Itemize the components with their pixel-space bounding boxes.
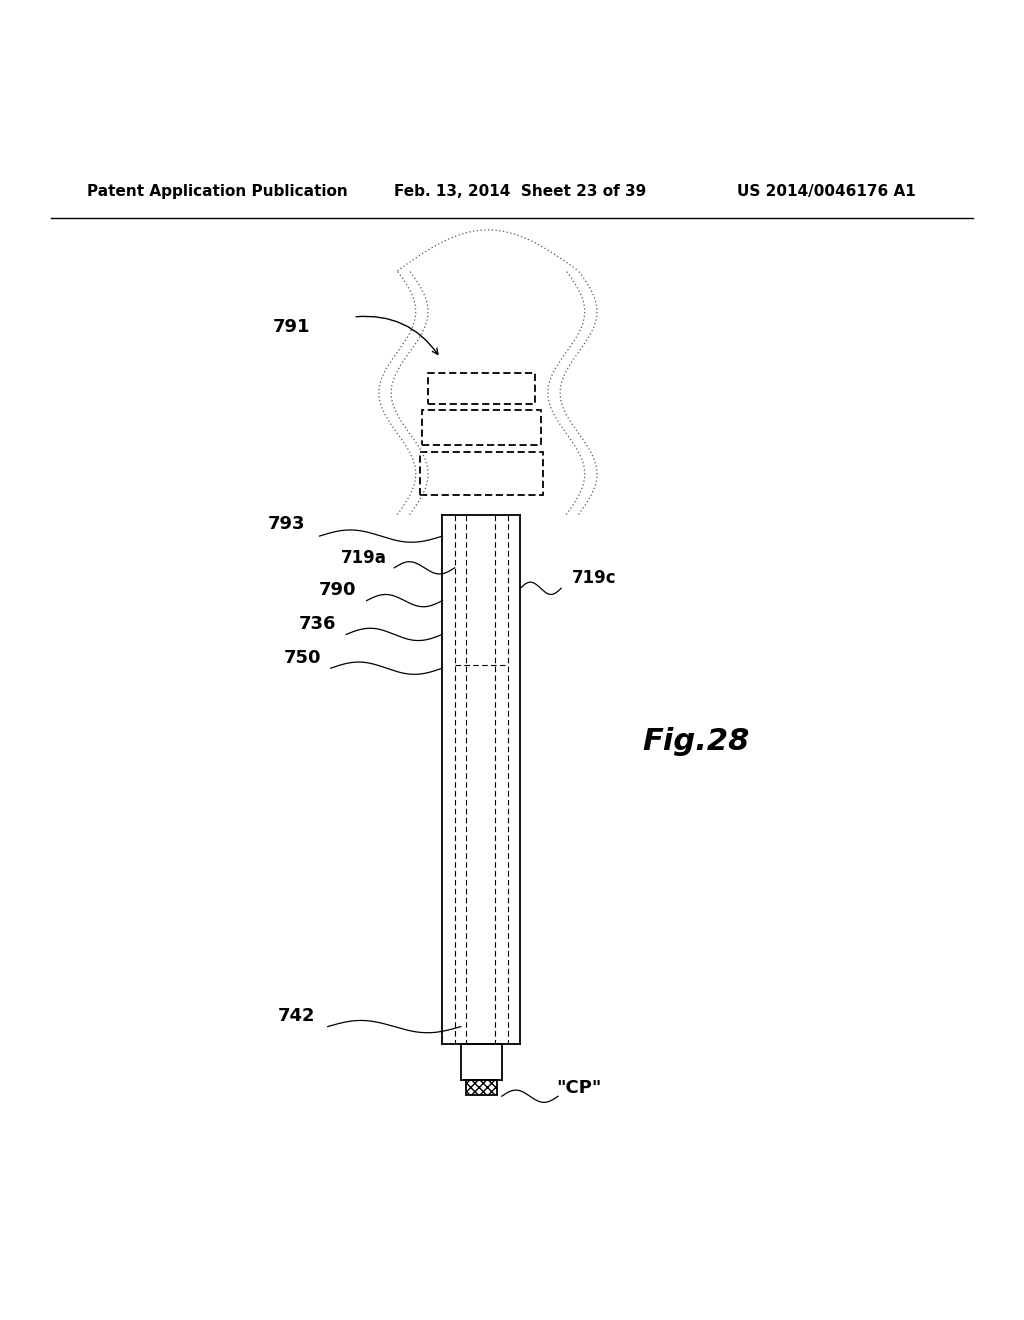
Bar bbox=[422, 411, 541, 445]
Text: "CP": "CP" bbox=[556, 1078, 601, 1097]
Text: 742: 742 bbox=[279, 1007, 315, 1026]
Text: 736: 736 bbox=[299, 615, 336, 634]
Bar bbox=[428, 374, 535, 404]
Text: Feb. 13, 2014  Sheet 23 of 39: Feb. 13, 2014 Sheet 23 of 39 bbox=[394, 183, 646, 198]
Text: 719c: 719c bbox=[571, 569, 616, 587]
Text: 719a: 719a bbox=[341, 549, 386, 566]
Bar bbox=[420, 453, 543, 495]
Bar bbox=[466, 1080, 497, 1096]
Text: 790: 790 bbox=[319, 581, 356, 599]
Text: 793: 793 bbox=[268, 515, 305, 533]
Text: Patent Application Publication: Patent Application Publication bbox=[87, 183, 348, 198]
Text: 791: 791 bbox=[273, 318, 310, 337]
Text: Fig.28: Fig.28 bbox=[643, 727, 750, 756]
Text: US 2014/0046176 A1: US 2014/0046176 A1 bbox=[737, 183, 916, 198]
Text: 750: 750 bbox=[284, 649, 321, 667]
